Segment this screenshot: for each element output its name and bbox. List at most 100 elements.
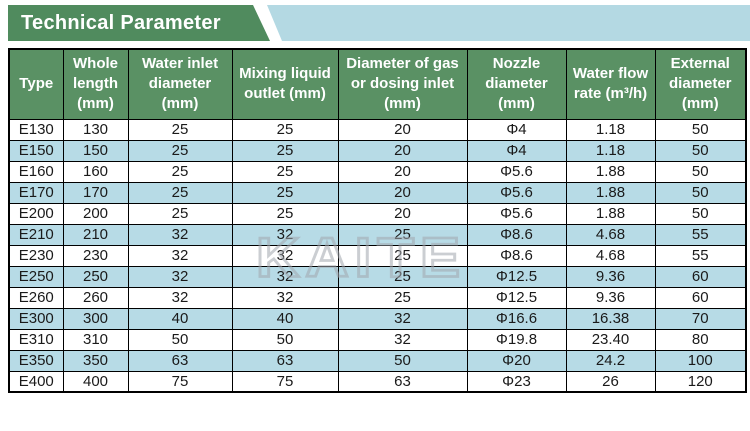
cell-E230-2: 32 xyxy=(127,244,233,267)
table-row-E230: E230 230 32 32 25 Φ8.6 4.68 55 xyxy=(8,244,747,267)
cell-E130-4: 20 xyxy=(337,118,468,141)
cell-E310-4: 32 xyxy=(337,328,468,351)
cell-E160-3: 25 xyxy=(231,160,339,183)
cell-E150-6: 1.18 xyxy=(565,139,656,162)
column-header-1: Whole length (mm) xyxy=(62,48,129,120)
cell-E300-4: 32 xyxy=(337,307,468,330)
cell-E160-0: E160 xyxy=(8,160,64,183)
cell-E200-5: Φ5.6 xyxy=(466,202,567,225)
cell-E350-4: 50 xyxy=(337,349,468,372)
cell-E200-0: E200 xyxy=(8,202,64,225)
cell-E230-1: 230 xyxy=(62,244,129,267)
cell-E170-0: E170 xyxy=(8,181,64,204)
cell-E200-1: 200 xyxy=(62,202,129,225)
cell-E230-4: 25 xyxy=(337,244,468,267)
technical-parameter-table: Type Whole length (mm) Water inlet diamete… xyxy=(8,48,747,393)
column-header-3: Mixing liquid outlet (mm) xyxy=(231,48,339,120)
cell-E300-3: 40 xyxy=(231,307,339,330)
cell-E350-1: 350 xyxy=(62,349,129,372)
cell-E250-0: E250 xyxy=(8,265,64,288)
cell-E170-7: 50 xyxy=(654,181,747,204)
cell-E150-5: Φ4 xyxy=(466,139,567,162)
cell-E300-7: 70 xyxy=(654,307,747,330)
page-title: Technical Parameter xyxy=(21,11,221,34)
table-row-E170: E170 170 25 25 20 Φ5.6 1.88 50 xyxy=(8,181,747,204)
cell-E250-6: 9.36 xyxy=(565,265,656,288)
cell-E160-5: Φ5.6 xyxy=(466,160,567,183)
table-header: Type Whole length (mm) Water inlet diamete… xyxy=(8,48,747,120)
cell-E210-3: 32 xyxy=(231,223,339,246)
cell-E210-6: 4.68 xyxy=(565,223,656,246)
cell-E200-3: 25 xyxy=(231,202,339,225)
cell-E130-0: E130 xyxy=(8,118,64,141)
cell-E170-4: 20 xyxy=(337,181,468,204)
cell-E150-1: 150 xyxy=(62,139,129,162)
table-row-E200: E200 200 25 25 20 Φ5.6 1.88 50 xyxy=(8,202,747,225)
cell-E250-4: 25 xyxy=(337,265,468,288)
table-row-E250: E250 250 32 32 25 Φ12.5 9.36 60 xyxy=(8,265,747,288)
cell-E250-7: 60 xyxy=(654,265,747,288)
cell-E160-1: 160 xyxy=(62,160,129,183)
cell-E250-5: Φ12.5 xyxy=(466,265,567,288)
cell-E230-6: 4.68 xyxy=(565,244,656,267)
banner-green-ribbon: Technical Parameter xyxy=(8,5,270,41)
cell-E230-5: Φ8.6 xyxy=(466,244,567,267)
cell-E230-0: E230 xyxy=(8,244,64,267)
cell-E210-2: 32 xyxy=(127,223,233,246)
cell-E260-3: 32 xyxy=(231,286,339,309)
cell-E170-5: Φ5.6 xyxy=(466,181,567,204)
cell-E150-3: 25 xyxy=(231,139,339,162)
cell-E260-2: 32 xyxy=(127,286,233,309)
cell-E400-6: 26 xyxy=(565,370,656,393)
cell-E150-0: E150 xyxy=(8,139,64,162)
column-header-4: Diameter of gas or dosing inlet (mm) xyxy=(337,48,468,120)
cell-E130-1: 130 xyxy=(62,118,129,141)
cell-E260-0: E260 xyxy=(8,286,64,309)
cell-E350-2: 63 xyxy=(127,349,233,372)
cell-E150-7: 50 xyxy=(654,139,747,162)
cell-E170-1: 170 xyxy=(62,181,129,204)
header-row: Type Whole length (mm) Water inlet diamete… xyxy=(8,48,747,120)
cell-E260-7: 60 xyxy=(654,286,747,309)
column-header-7: External diameter (mm) xyxy=(654,48,747,120)
cell-E350-6: 24.2 xyxy=(565,349,656,372)
cell-E150-4: 20 xyxy=(337,139,468,162)
cell-E200-7: 50 xyxy=(654,202,747,225)
cell-E170-6: 1.88 xyxy=(565,181,656,204)
cell-E210-4: 25 xyxy=(337,223,468,246)
cell-E210-1: 210 xyxy=(62,223,129,246)
column-header-6: Water flow rate (m³/h) xyxy=(565,48,656,120)
cell-E400-2: 75 xyxy=(127,370,233,393)
cell-E300-6: 16.38 xyxy=(565,307,656,330)
cell-E310-3: 50 xyxy=(231,328,339,351)
cell-E350-7: 100 xyxy=(654,349,747,372)
cell-E250-1: 250 xyxy=(62,265,129,288)
table-row-E150: E150 150 25 25 20 Φ4 1.18 50 xyxy=(8,139,747,162)
cell-E150-2: 25 xyxy=(127,139,233,162)
cell-E260-6: 9.36 xyxy=(565,286,656,309)
cell-E300-0: E300 xyxy=(8,307,64,330)
cell-E400-5: Φ23 xyxy=(466,370,567,393)
table-row-E210: E210 210 32 32 25 Φ8.6 4.68 55 xyxy=(8,223,747,246)
cell-E210-7: 55 xyxy=(654,223,747,246)
cell-E160-2: 25 xyxy=(127,160,233,183)
cell-E310-7: 80 xyxy=(654,328,747,351)
cell-E160-6: 1.88 xyxy=(565,160,656,183)
cell-E300-1: 300 xyxy=(62,307,129,330)
cell-E350-3: 63 xyxy=(231,349,339,372)
cell-E130-7: 50 xyxy=(654,118,747,141)
table-row-E260: E260 260 32 32 25 Φ12.5 9.36 60 xyxy=(8,286,747,309)
column-header-2: Water inlet diameter (mm) xyxy=(127,48,233,120)
cell-E160-4: 20 xyxy=(337,160,468,183)
cell-E130-6: 1.18 xyxy=(565,118,656,141)
table-row-E160: E160 160 25 25 20 Φ5.6 1.88 50 xyxy=(8,160,747,183)
table-row-E300: E300 300 40 40 32 Φ16.6 16.38 70 xyxy=(8,307,747,330)
cell-E130-2: 25 xyxy=(127,118,233,141)
table-row-E310: E310 310 50 50 32 Φ19.8 23.40 80 xyxy=(8,328,747,351)
cell-E310-5: Φ19.8 xyxy=(466,328,567,351)
cell-E350-0: E350 xyxy=(8,349,64,372)
cell-E300-2: 40 xyxy=(127,307,233,330)
cell-E400-7: 120 xyxy=(654,370,747,393)
cell-E300-5: Φ16.6 xyxy=(466,307,567,330)
cell-E210-5: Φ8.6 xyxy=(466,223,567,246)
